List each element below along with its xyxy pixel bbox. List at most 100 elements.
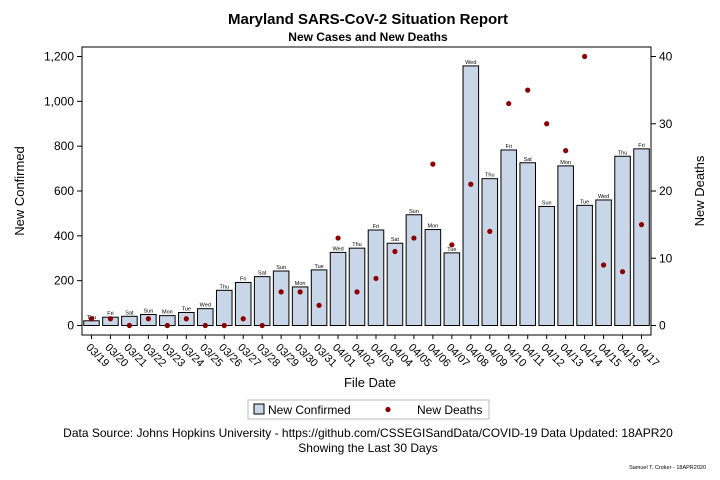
bar-day-label: Sun: [542, 200, 552, 206]
bar-04-06: [424, 229, 442, 327]
bar-day-label: Wed: [598, 194, 609, 200]
bar-04-08: [462, 65, 480, 326]
bar-03-30: [291, 286, 309, 326]
credit-text: Samuel T. Croker - 18APR2020: [629, 465, 706, 471]
bar-day-label: Wed: [200, 303, 211, 309]
bar-day-label: Tue: [580, 199, 589, 205]
footnote-source: Data Source: Johns Hopkins University - …: [63, 426, 673, 440]
point-03-24: [183, 316, 189, 322]
point-03-31: [316, 302, 322, 308]
point-03-21: [126, 322, 133, 329]
y-axis-right-title: New Deaths: [692, 155, 707, 226]
point-04-07: [449, 242, 455, 248]
point-04-01: [335, 235, 341, 241]
bar-day-label: Thu: [485, 173, 494, 179]
bar-03-26: [215, 289, 233, 327]
bar-04-02: [348, 247, 366, 327]
bar-day-label: Tue: [447, 247, 456, 253]
bar-04-07: [443, 252, 461, 326]
point-03-28: [259, 322, 265, 329]
y-right-tick-label: 20: [659, 184, 673, 198]
y-left-tick-label: 1,200: [44, 50, 74, 64]
bar-series-new-confirmed: [83, 65, 650, 327]
bar-04-05: [405, 214, 423, 327]
bar-day-label: Mon: [560, 160, 571, 166]
point-04-14: [582, 53, 588, 60]
footnote-range: Showing the Last 30 Days: [298, 441, 437, 455]
point-04-09: [487, 228, 493, 234]
bar-03-27: [234, 281, 252, 326]
bar-day-label: Sun: [143, 309, 153, 315]
legend-label-new-confirmed: New Confirmed: [268, 403, 351, 417]
point-03-22: [145, 316, 151, 322]
bar-04-14: [576, 204, 593, 326]
bar-day-label: Tue: [314, 264, 323, 270]
bar-day-label: Fri: [373, 224, 379, 230]
y-left-tick-label: 1,000: [44, 94, 74, 108]
point-03-26: [221, 322, 227, 329]
point-04-03: [373, 275, 379, 282]
point-03-25: [202, 322, 208, 329]
point-03-19: [88, 316, 95, 322]
bar-day-label: Mon: [428, 224, 439, 230]
bar-day-label: Wed: [465, 60, 476, 66]
bar-day-label: Tue: [182, 306, 191, 312]
point-03-20: [107, 316, 114, 322]
y-left-tick-label: 600: [54, 184, 74, 198]
point-03-23: [164, 322, 170, 329]
bar-03-31: [310, 269, 328, 327]
bar-04-16: [614, 155, 631, 326]
point-04-02: [354, 289, 360, 295]
y-left-tick-label: 200: [54, 274, 74, 288]
bar-day-label: Wed: [332, 246, 343, 252]
bar-day-label: Sun: [409, 209, 419, 215]
y-right-tick-label: 0: [659, 319, 666, 333]
legend-label-new-deaths: New Deaths: [417, 403, 482, 417]
point-04-05: [411, 235, 417, 241]
chart-subtitle: New Cases and New Deaths: [288, 30, 448, 44]
bar-day-label: Mon: [162, 310, 173, 316]
bar-03-28: [253, 276, 271, 326]
bar-day-label: Fri: [506, 144, 512, 150]
point-04-17: [638, 222, 645, 228]
bar-day-label: Sun: [276, 265, 286, 271]
bar-day-label: Thu: [352, 242, 361, 248]
bar-day-label: Fri: [240, 276, 246, 282]
point-04-15: [600, 262, 607, 268]
bar-03-19: [83, 320, 100, 327]
point-03-27: [240, 316, 246, 322]
y-left-tick-label: 0: [67, 319, 74, 333]
bar-day-label: Sat: [258, 271, 267, 277]
legend-swatch-new-confirmed: [253, 403, 265, 415]
bar-04-04: [386, 242, 404, 326]
point-04-06: [430, 161, 436, 167]
y-left-tick-label: 800: [54, 139, 74, 153]
y-right-tick-label: 30: [659, 117, 673, 131]
bar-day-label: Sat: [125, 310, 134, 316]
scatter-series-new-deaths: [88, 53, 645, 329]
point-03-30: [297, 289, 303, 295]
point-03-29: [278, 289, 284, 295]
y-axis-left: 0 200 400 600 800 1,000 1,200: [44, 50, 82, 333]
x-axis-title: File Date: [344, 375, 396, 390]
bar-04-11: [519, 162, 536, 326]
x-axis: 03/1903/2003/2103/2203/2303/2403/2503/26…: [83, 335, 661, 370]
chart-title: Maryland SARS-CoV-2 Situation Report: [228, 11, 508, 28]
legend: New Confirmed New Deaths: [247, 399, 490, 420]
point-04-11: [525, 87, 531, 93]
legend-frame: [247, 399, 490, 420]
bar-04-10: [500, 149, 518, 326]
bar-day-label: Fri: [107, 311, 113, 317]
bar-day-label: Sat: [391, 237, 400, 243]
bar-day-label: Thu: [618, 150, 627, 156]
bar-04-09: [481, 178, 499, 326]
y-left-tick-label: 400: [54, 229, 74, 243]
bar-day-label: Thu: [220, 284, 229, 290]
y-axis-right: 0 10 20 30 40: [651, 50, 673, 333]
bar-04-13: [557, 165, 574, 326]
bar-04-01: [329, 251, 347, 326]
y-axis-left-title: New Confirmed: [12, 146, 27, 236]
bar-04-12: [538, 205, 555, 326]
bar-03-29: [272, 270, 290, 326]
